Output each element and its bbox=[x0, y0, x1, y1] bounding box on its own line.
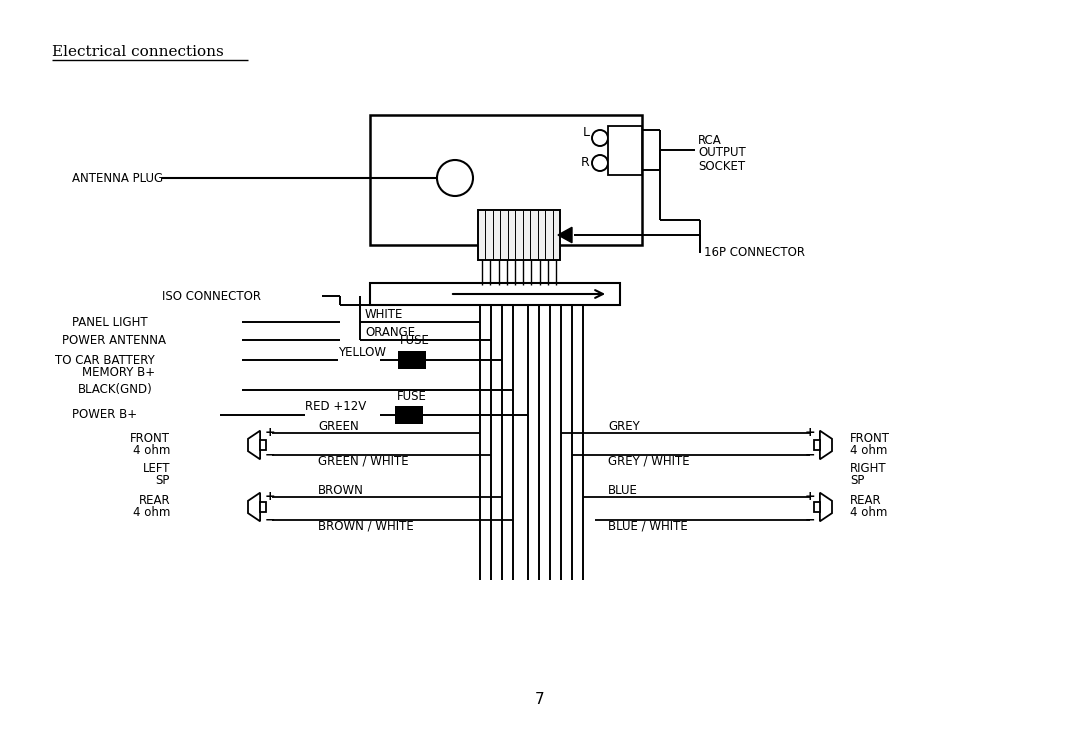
Polygon shape bbox=[248, 493, 260, 521]
Bar bbox=[608, 126, 642, 175]
Bar bbox=[370, 115, 642, 245]
Polygon shape bbox=[820, 493, 832, 521]
Bar bbox=[813, 440, 820, 450]
Text: PANEL LIGHT: PANEL LIGHT bbox=[72, 316, 148, 329]
Text: 4 ohm: 4 ohm bbox=[133, 506, 170, 518]
Bar bbox=[260, 440, 267, 450]
Text: +: + bbox=[265, 490, 275, 504]
Polygon shape bbox=[820, 431, 832, 459]
Text: REAR: REAR bbox=[850, 493, 881, 506]
Bar bbox=[813, 502, 820, 512]
Circle shape bbox=[592, 155, 608, 171]
Text: −: − bbox=[265, 514, 275, 526]
Text: BLACK(GND): BLACK(GND) bbox=[78, 383, 152, 396]
Circle shape bbox=[437, 160, 473, 196]
Bar bbox=[370, 283, 620, 305]
Text: BLUE / WHITE: BLUE / WHITE bbox=[608, 520, 688, 532]
Text: ANTENNA PLUG: ANTENNA PLUG bbox=[72, 172, 163, 184]
Text: MEMORY B+: MEMORY B+ bbox=[82, 366, 156, 379]
Polygon shape bbox=[248, 431, 260, 459]
Text: BROWN: BROWN bbox=[318, 484, 364, 498]
Text: YELLOW: YELLOW bbox=[338, 346, 386, 358]
Text: −: − bbox=[805, 448, 815, 462]
Text: GREEN / WHITE: GREEN / WHITE bbox=[318, 454, 408, 468]
Text: +: + bbox=[805, 426, 815, 440]
Bar bbox=[395, 406, 423, 424]
Text: 7: 7 bbox=[536, 692, 544, 708]
Text: FRONT: FRONT bbox=[130, 432, 170, 445]
Text: TO CAR BATTERY: TO CAR BATTERY bbox=[55, 354, 154, 366]
Text: L: L bbox=[583, 126, 590, 139]
Text: FUSE: FUSE bbox=[400, 335, 430, 347]
Text: SP: SP bbox=[156, 473, 170, 487]
Text: +: + bbox=[805, 490, 815, 504]
Text: ISO CONNECTOR: ISO CONNECTOR bbox=[162, 289, 261, 302]
Text: GREY / WHITE: GREY / WHITE bbox=[608, 454, 690, 468]
Bar bbox=[399, 351, 426, 369]
Text: 4 ohm: 4 ohm bbox=[850, 506, 888, 518]
Text: −: − bbox=[805, 514, 815, 526]
Circle shape bbox=[592, 130, 608, 146]
Text: REAR: REAR bbox=[138, 493, 170, 506]
Text: FRONT: FRONT bbox=[850, 432, 890, 445]
Text: GREEN: GREEN bbox=[318, 421, 359, 434]
Text: −: − bbox=[265, 448, 275, 462]
Text: RCA: RCA bbox=[698, 134, 721, 147]
Text: OUTPUT: OUTPUT bbox=[698, 147, 746, 159]
Text: SP: SP bbox=[850, 473, 864, 487]
Text: 4 ohm: 4 ohm bbox=[850, 443, 888, 457]
Text: WHITE: WHITE bbox=[365, 308, 403, 321]
Text: 16P CONNECTOR: 16P CONNECTOR bbox=[704, 247, 805, 260]
Text: BLUE: BLUE bbox=[608, 484, 638, 498]
Text: 4 ohm: 4 ohm bbox=[133, 443, 170, 457]
Text: +: + bbox=[265, 426, 275, 440]
Bar bbox=[478, 210, 561, 260]
Text: ORANGE: ORANGE bbox=[365, 325, 415, 338]
Text: RED +12V: RED +12V bbox=[305, 401, 366, 413]
Text: FUSE: FUSE bbox=[397, 390, 427, 402]
Text: LEFT: LEFT bbox=[143, 462, 170, 474]
Text: Electrical connections: Electrical connections bbox=[52, 45, 224, 59]
Text: R: R bbox=[581, 156, 590, 170]
Bar bbox=[260, 502, 267, 512]
Text: RIGHT: RIGHT bbox=[850, 462, 887, 474]
Text: BROWN / WHITE: BROWN / WHITE bbox=[318, 520, 414, 532]
Text: GREY: GREY bbox=[608, 421, 639, 434]
Text: POWER B+: POWER B+ bbox=[72, 409, 137, 421]
Polygon shape bbox=[558, 228, 572, 243]
Text: POWER ANTENNA: POWER ANTENNA bbox=[62, 333, 166, 346]
Text: SOCKET: SOCKET bbox=[698, 159, 745, 172]
